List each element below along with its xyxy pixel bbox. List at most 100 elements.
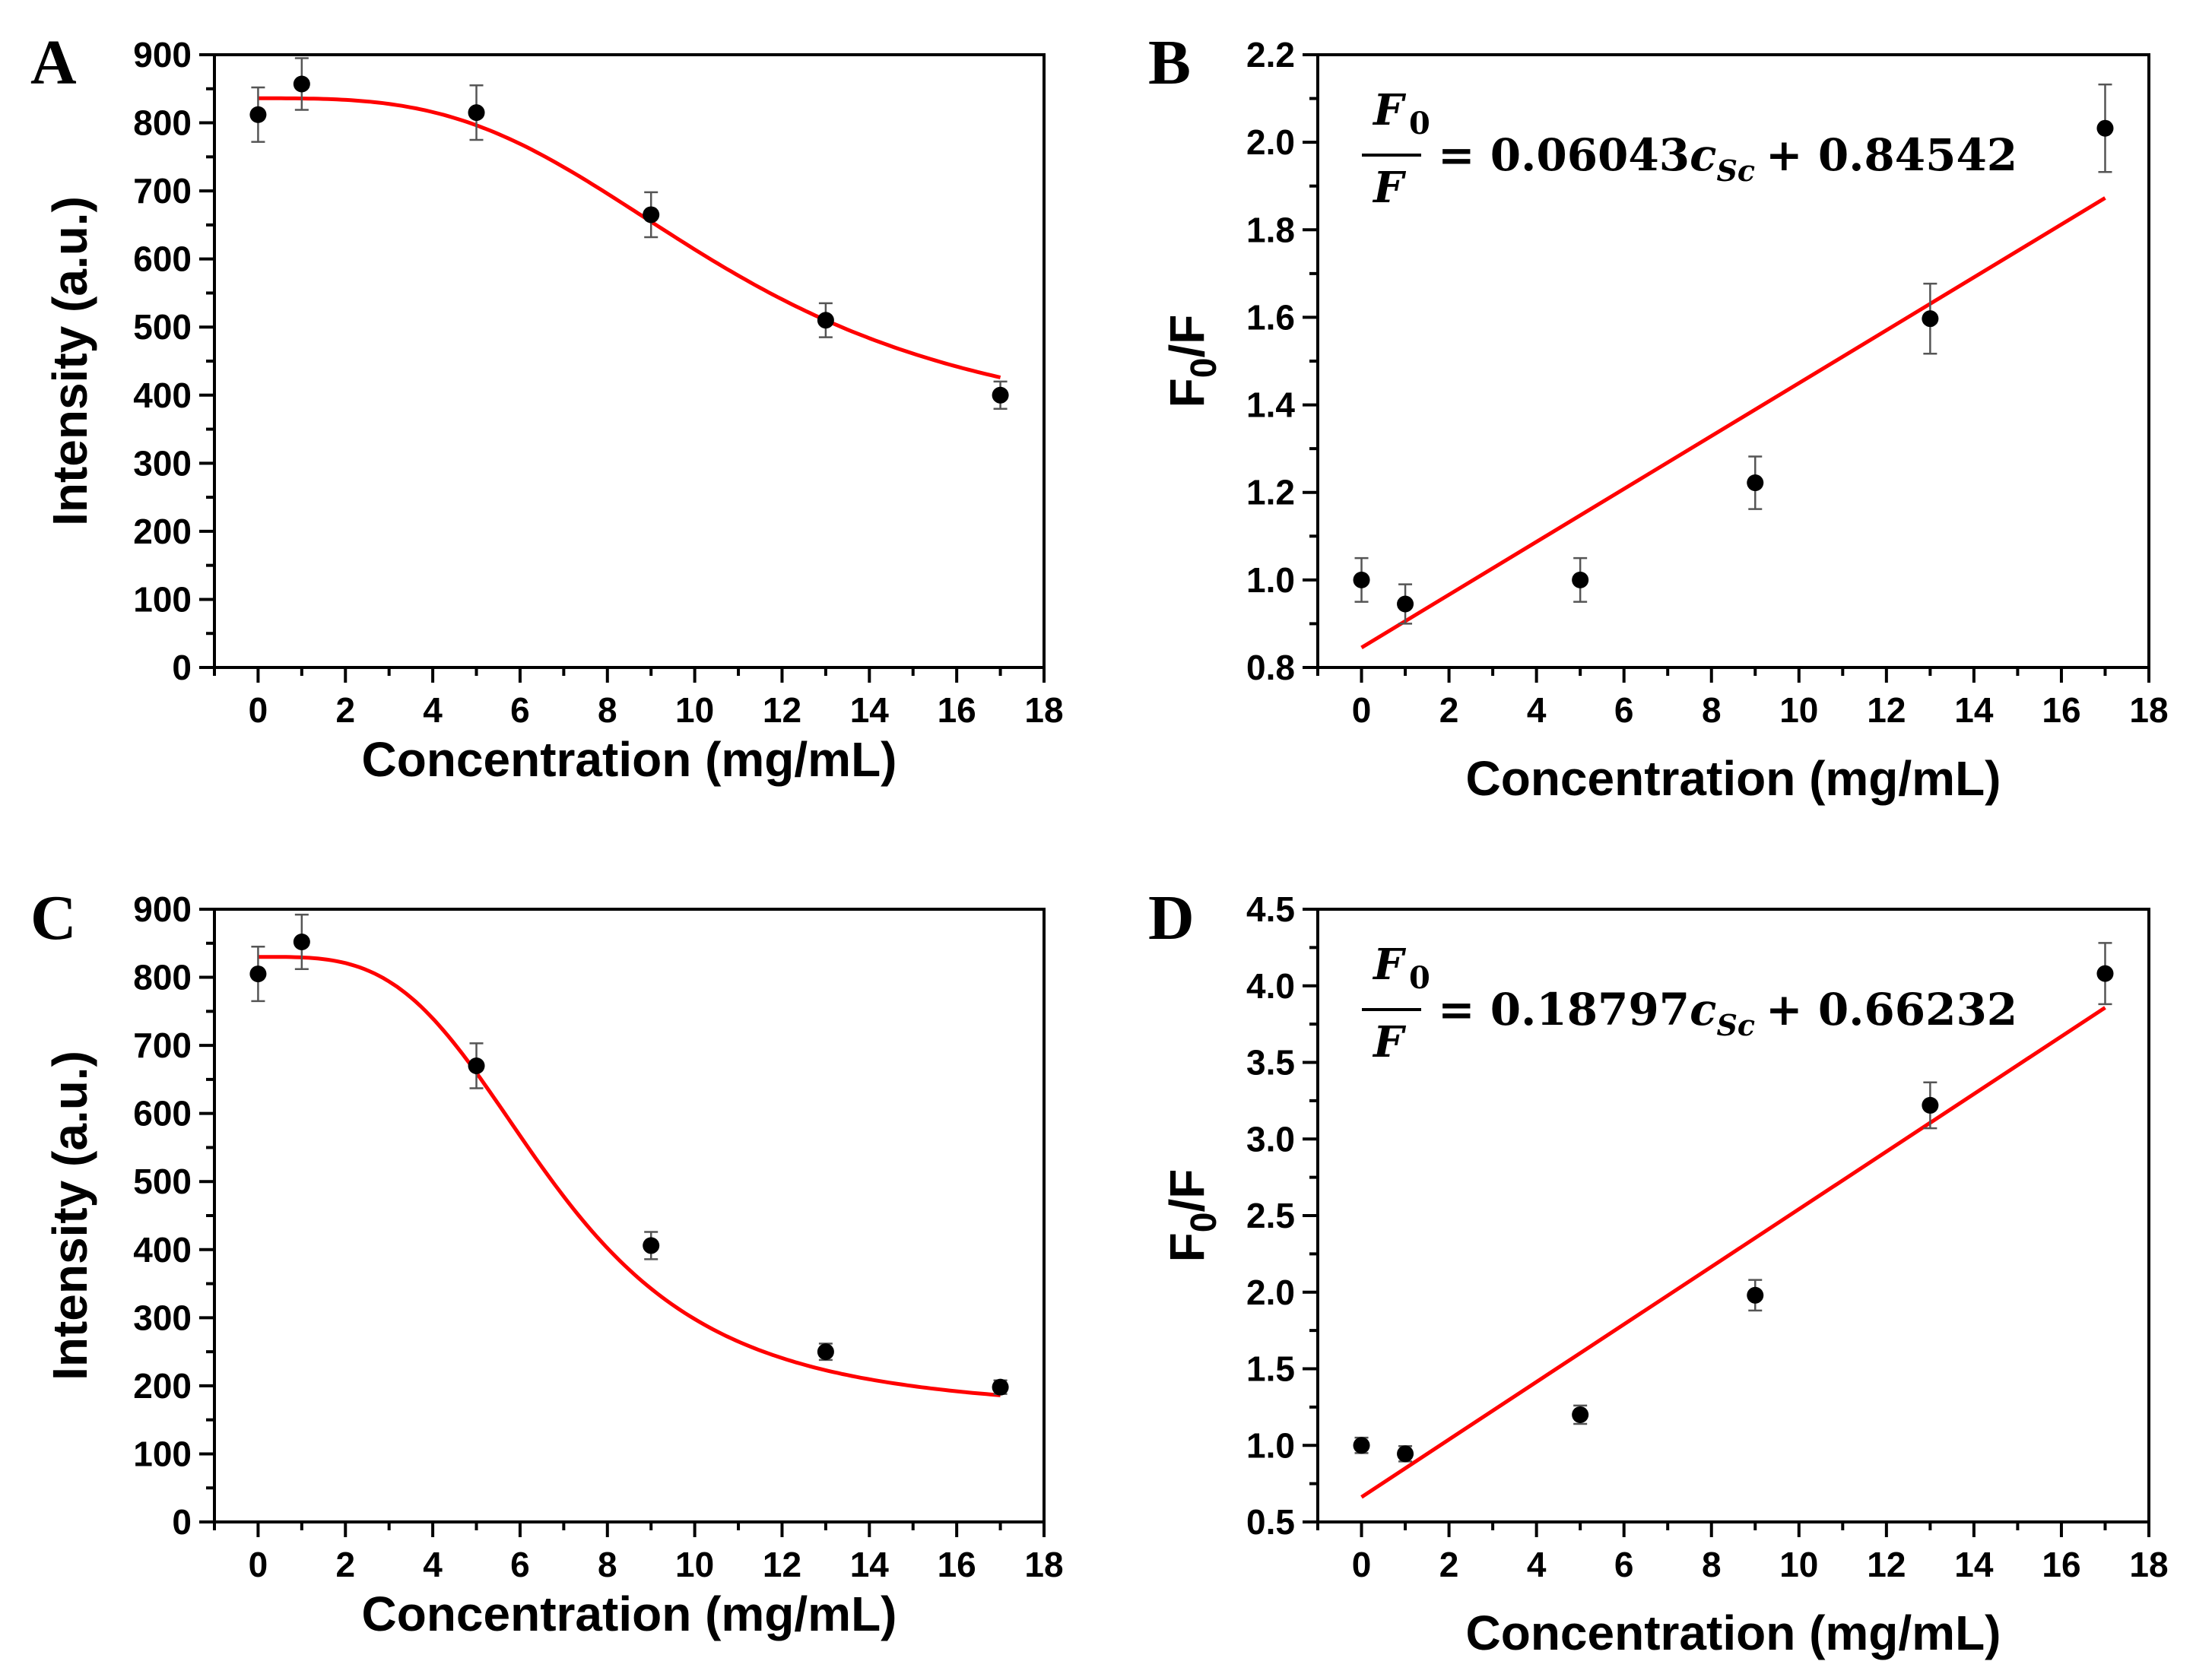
x-axis-title: Concentration (mg/mL) [362, 732, 897, 787]
data-point [1353, 1437, 1370, 1454]
x-tick-label: 10 [1779, 690, 1818, 730]
y-axis-title-main: F [1160, 378, 1214, 407]
y-tick-label: 300 [133, 443, 192, 483]
x-tick-label: 6 [1614, 690, 1634, 730]
y-tick-label: 2.0 [1246, 1273, 1295, 1312]
y-tick-label: 1.0 [1246, 560, 1295, 600]
y-axis-title-subscript: 0 [1184, 1213, 1224, 1233]
fit-equation: F 0F = 0.18797cSc + 0.66232 [1362, 940, 2017, 1067]
panel-b: B 0 2 4 6 8 10 12 14 16 18 0.8 1.0 1.2 1.4 1.6 1.8 2.0 2.2… [1148, 27, 2169, 806]
data-point [249, 106, 267, 123]
y-tick-label: 700 [133, 171, 192, 211]
equation-intercept: + 0.84542 [1766, 129, 2017, 181]
data-point [1397, 595, 1414, 613]
y-tick-label: 2.0 [1246, 122, 1295, 162]
y-tick-label: 300 [133, 1298, 192, 1337]
y-tick-label: 0.8 [1246, 648, 1295, 687]
equation-numerator-subscript: 0 [1409, 106, 1430, 141]
y-tick-label: 1.2 [1246, 473, 1295, 512]
fit-line [258, 955, 1001, 1397]
plot-frame [213, 908, 1046, 1523]
x-tick-label: 14 [1954, 690, 1994, 730]
equation-variable: c [1690, 984, 1716, 1035]
x-tick-label: 2 [335, 690, 355, 730]
x-tick-label: 6 [510, 1545, 530, 1584]
y-tick-label: 0 [172, 1502, 192, 1542]
fit-line [1360, 1006, 2106, 1499]
y-axis-title-main: F [1160, 1232, 1214, 1262]
y-tick-label: 100 [133, 1434, 192, 1473]
y-tick-label: 1.0 [1246, 1425, 1295, 1465]
x-tick-label: 12 [1867, 1545, 1906, 1584]
panel-letter: A [30, 27, 77, 98]
x-tick-label: 14 [850, 690, 890, 730]
y-tick-label: 3.0 [1246, 1119, 1295, 1159]
x-tick-label: 14 [1954, 1545, 1994, 1584]
y-tick-label: 400 [133, 376, 192, 415]
equation-rhs: = 0.06043cSc + 0.84542 [1438, 129, 2017, 188]
y-tick-label: 800 [133, 958, 192, 997]
data-point [1572, 571, 1589, 588]
x-tick-label: 18 [2129, 690, 2168, 730]
y-tick-label: 2.5 [1246, 1196, 1295, 1235]
equation-denominator: F [1372, 1017, 1407, 1067]
panel-letter: C [30, 883, 77, 953]
panel-a: A 0 2 4 6 8 10 12 14 16 18 0 100 200 300 400 500 600 700 80… [30, 27, 1064, 787]
x-tick-label: 0 [1352, 690, 1372, 730]
data-point [1397, 1445, 1414, 1463]
fit-line [1360, 196, 2106, 649]
equation-coefficient: = 0.18797 [1438, 984, 1690, 1035]
data-point [1353, 571, 1370, 588]
fit-line [258, 96, 1001, 379]
x-tick-label: 16 [2042, 690, 2080, 730]
equation-rhs: = 0.18797cSc + 0.66232 [1438, 984, 2017, 1042]
x-axis-title: Concentration (mg/mL) [362, 1587, 897, 1641]
x-tick-label: 18 [2129, 1545, 2168, 1584]
x-tick-label: 18 [1024, 690, 1063, 730]
data-point [1747, 474, 1764, 492]
y-axis-title: Intensity (a.u.) [43, 196, 97, 526]
panel-letter: D [1148, 883, 1195, 953]
x-tick-label: 16 [2042, 1545, 2080, 1584]
x-tick-label: 18 [1024, 1545, 1063, 1584]
x-tick-label: 10 [1779, 1545, 1818, 1584]
equation-variable-subscript: Sc [1716, 1008, 1755, 1042]
y-tick-label: 500 [133, 1162, 192, 1201]
y-tick-label: 900 [133, 889, 192, 929]
data-point [1747, 1286, 1764, 1304]
x-tick-label: 12 [1867, 690, 1906, 730]
y-tick-label: 1.4 [1246, 385, 1295, 425]
x-tick-label: 4 [423, 690, 443, 730]
y-tick-label: 4.0 [1246, 966, 1295, 1006]
x-tick-label: 2 [1439, 690, 1459, 730]
x-tick-label: 4 [1527, 1545, 1547, 1584]
panel-d: D 0 2 4 6 8 10 12 14 16 18 0.5 1.0 1.5 2.0 2.5 3.0 3.5 4.0… [1148, 883, 2169, 1660]
y-tick-label: 3.5 [1246, 1043, 1295, 1083]
equation-numerator: F [1372, 85, 1407, 135]
x-tick-label: 8 [598, 690, 617, 730]
y-tick-label: 400 [133, 1230, 192, 1270]
y-tick-label: 200 [133, 512, 192, 551]
y-tick-label: 1.8 [1246, 210, 1295, 249]
y-tick-label: 800 [133, 103, 192, 143]
x-tick-label: 12 [763, 1545, 801, 1584]
data-point [293, 933, 310, 950]
y-tick-label: 600 [133, 1094, 192, 1133]
x-tick-label: 16 [938, 1545, 976, 1584]
y-tick-label: 500 [133, 307, 192, 347]
x-axis-title: Concentration (mg/mL) [1466, 1606, 2001, 1660]
x-tick-label: 4 [423, 1545, 443, 1584]
x-tick-label: 6 [1614, 1545, 1634, 1584]
y-axis-title: F0/F [1160, 1169, 1224, 1263]
equation-coefficient: = 0.06043 [1438, 129, 1690, 181]
data-point [992, 1378, 1009, 1396]
panel-letter: B [1148, 27, 1191, 98]
data-point [643, 206, 660, 224]
y-tick-label: 1.5 [1246, 1349, 1295, 1389]
x-tick-label: 4 [1527, 690, 1547, 730]
x-tick-label: 8 [598, 1545, 617, 1584]
data-point [817, 312, 834, 329]
y-tick-label: 200 [133, 1366, 192, 1406]
equation-denominator: F [1372, 163, 1407, 213]
